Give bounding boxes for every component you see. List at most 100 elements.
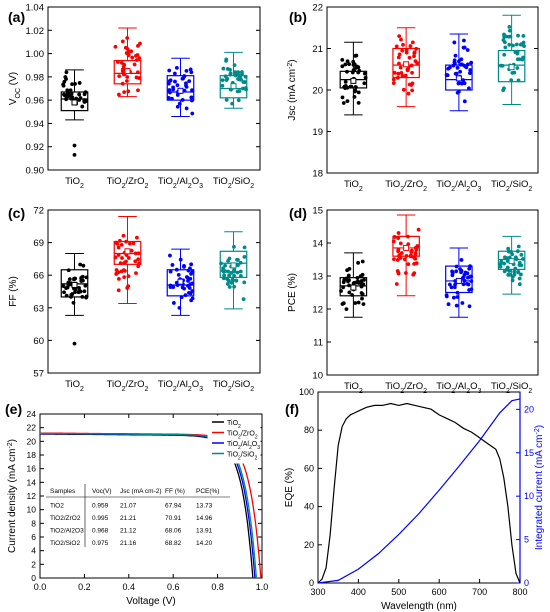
x-category-label: TiO2/Al2O3 — [158, 176, 203, 190]
data-point — [347, 266, 352, 271]
data-point — [391, 239, 396, 244]
cat-sub2: 2 — [144, 183, 148, 190]
y-tick-label: 14 — [27, 477, 37, 487]
data-point — [398, 241, 403, 246]
x-tick-label: 600 — [432, 587, 447, 597]
cat-sub2: 2 — [250, 183, 254, 190]
x-tick-label: 300 — [310, 587, 325, 597]
data-point — [116, 60, 120, 64]
data-point — [72, 276, 77, 281]
legend-label: TiO2/ZrO2 — [227, 431, 258, 441]
cat-sub3: 3 — [199, 386, 203, 393]
data-point — [516, 78, 521, 83]
x-tick-label: 0.8 — [211, 582, 224, 592]
panel-label: (f) — [285, 401, 299, 417]
cat-sub2: 2 — [466, 186, 470, 193]
data-point — [220, 268, 225, 273]
mean-marker — [71, 99, 78, 106]
data-point — [469, 274, 474, 279]
data-point — [70, 82, 74, 87]
data-point — [84, 294, 89, 299]
cat-sub2: 2 — [144, 386, 148, 393]
data-point — [113, 44, 118, 49]
data-point — [396, 247, 401, 252]
data-point — [227, 273, 232, 278]
data-point — [69, 294, 73, 299]
data-point — [501, 88, 506, 93]
data-point — [170, 96, 174, 101]
data-point — [408, 254, 413, 259]
mean-marker — [508, 258, 515, 265]
data-point — [221, 66, 226, 71]
x-tick-label: 700 — [472, 587, 487, 597]
y-tick-label: 12 — [27, 491, 37, 501]
data-point — [120, 39, 125, 44]
y-tick-label: 0.92 — [26, 142, 45, 153]
cat-main: TiO — [107, 379, 122, 390]
data-point — [124, 239, 128, 244]
cat-sub2: 2 — [250, 386, 254, 393]
cat-main: TiO — [491, 381, 506, 392]
data-point — [167, 68, 172, 73]
data-point — [462, 81, 467, 86]
table-cell: 14.96 — [196, 515, 213, 522]
data-point — [232, 273, 237, 278]
data-point — [521, 40, 526, 45]
cat-rest: /ZrO — [125, 176, 144, 187]
cat-sub: 2 — [173, 386, 177, 393]
cat-rest: /Al — [177, 379, 188, 390]
cat-rest: /Al — [177, 176, 188, 187]
table-cell: 14.20 — [196, 540, 213, 547]
y-tick-label: 1.00 — [26, 49, 45, 60]
mean-marker — [508, 64, 515, 71]
mean-marker — [177, 87, 184, 94]
data-point — [189, 271, 193, 276]
y-tick-label: 1.02 — [26, 26, 45, 37]
data-point — [123, 45, 128, 50]
y-right-tick-label: 15 — [524, 448, 534, 458]
data-point — [362, 81, 367, 86]
data-point — [83, 90, 88, 94]
data-point — [463, 270, 468, 275]
data-point — [228, 72, 233, 77]
y-axis-label: FF (%) — [8, 276, 19, 307]
data-point — [178, 257, 183, 262]
data-point — [461, 78, 466, 83]
data-point — [401, 42, 405, 47]
x-category-label: TiO2 — [65, 176, 84, 190]
data-point — [241, 80, 246, 85]
legend-text: TiO — [227, 452, 239, 459]
data-point — [188, 291, 193, 296]
data-point — [221, 276, 226, 281]
data-point — [396, 231, 401, 235]
cat-rest2: O — [192, 379, 199, 390]
data-point — [230, 277, 235, 282]
data-point — [125, 36, 130, 40]
data-point — [242, 245, 247, 250]
data-point — [183, 293, 188, 298]
y-tick-label: 8 — [31, 518, 36, 528]
ylabel-main: PCE (%) — [287, 273, 298, 312]
data-point — [341, 285, 346, 290]
outlier-point — [72, 152, 77, 157]
data-point — [65, 94, 70, 99]
data-point — [356, 300, 361, 305]
data-point — [351, 281, 356, 286]
data-point — [345, 59, 350, 64]
cat-sub: 2 — [451, 186, 455, 193]
x-tick-label: 400 — [351, 587, 366, 597]
legend-text: / — [241, 431, 243, 438]
data-point — [392, 70, 397, 75]
data-point — [517, 276, 522, 281]
data-point — [467, 304, 472, 309]
data-point — [465, 48, 470, 52]
data-point — [68, 88, 73, 93]
data-point — [135, 53, 140, 57]
data-point — [343, 84, 348, 88]
x-tick-label: 1.0 — [256, 582, 269, 592]
cat-main: TiO — [158, 379, 173, 390]
data-point — [62, 79, 67, 84]
data-point — [459, 270, 463, 275]
data-point — [126, 53, 131, 58]
data-point — [136, 257, 141, 262]
